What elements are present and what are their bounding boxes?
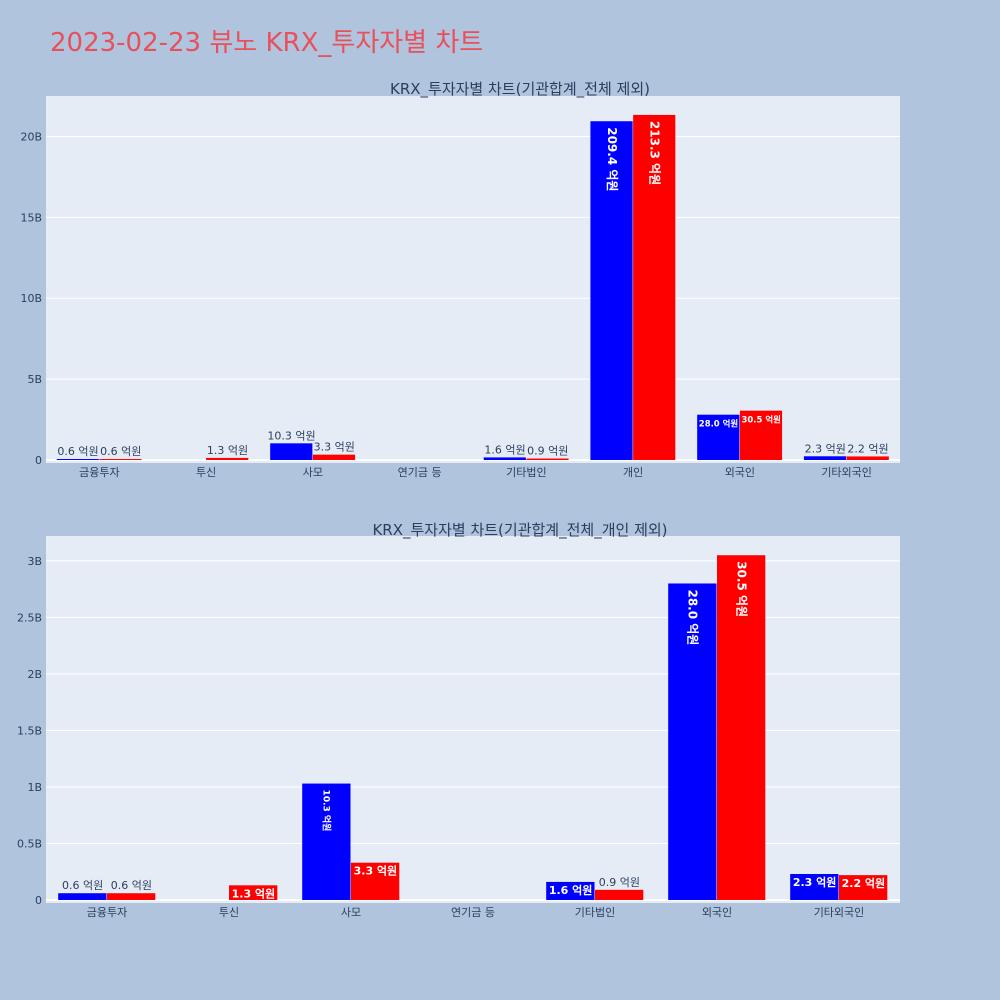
x-tick-label: 기타외국인	[821, 466, 872, 479]
bar	[107, 893, 156, 900]
bar	[312, 454, 356, 460]
data-label: 0.9 억원	[527, 445, 568, 458]
bar	[790, 874, 839, 900]
y-tick-label: 0	[35, 894, 42, 907]
data-label: 28.0 억원	[699, 419, 739, 429]
y-tick-label: 3B	[27, 555, 42, 568]
data-label: 209.4 억원	[605, 127, 619, 191]
plot-area	[46, 536, 900, 903]
bar	[668, 583, 717, 900]
chart-2: 0 0.5B 1B 1.5B 2B 2.5B 3B KRX_투자자별 차트(기관합계_전체_개…	[17, 521, 900, 919]
y-tick-label: 0.5B	[17, 837, 42, 850]
chart-1: 0 5B 10B 15B 20B KRX_투자자별 차트(기관합계_전체 제외) 금융투자 투…	[20, 80, 900, 479]
y-tick-label: 20B	[20, 130, 42, 143]
x-tick-label: 사모	[303, 466, 323, 479]
x-tick-label: 투신	[196, 466, 216, 479]
x-tick-label: 연기금 등	[398, 466, 442, 479]
bar	[99, 459, 142, 460]
y-tick-label: 1B	[27, 781, 42, 794]
y-tick-label: 10B	[20, 292, 42, 305]
data-label: 0.9 억원	[599, 876, 640, 889]
data-label: 0.6 억원	[111, 879, 152, 892]
bar	[546, 881, 595, 900]
data-label: 0.6 억원	[62, 879, 103, 892]
data-label: 1.6 억원	[549, 883, 593, 897]
plot-area	[46, 96, 900, 463]
page-title: 2023-02-23 뷰노 KRX_투자자별 차트	[50, 28, 484, 58]
data-label: 2.3 억원	[793, 875, 837, 889]
bar	[697, 414, 740, 460]
data-label: 213.3 억원	[647, 121, 661, 185]
bar	[206, 457, 249, 460]
data-label: 1.3 억원	[207, 444, 248, 457]
data-label: 1.6 억원	[484, 443, 525, 456]
y-tick-label: 1.5B	[17, 724, 42, 737]
chart-title: KRX_투자자별 차트(기관합계_전체_개인 제외)	[372, 521, 667, 540]
x-tick-label: 사모	[341, 906, 361, 919]
x-tick-label: 금융투자	[79, 466, 119, 479]
data-label: 28.0 억원	[686, 589, 700, 645]
y-tick-label: 5B	[27, 373, 42, 386]
bar	[270, 443, 313, 460]
bar	[839, 875, 888, 900]
x-tick-label: 기타법인	[506, 466, 546, 479]
y-tick-label: 0	[35, 454, 42, 467]
chart-title: KRX_투자자별 차트(기관합계_전체 제외)	[390, 80, 650, 99]
bar	[846, 456, 889, 460]
bar	[803, 456, 847, 460]
data-label: 30.5 억원	[734, 561, 748, 617]
data-label: 2.2 억원	[847, 442, 888, 455]
data-label: 1.3 억원	[232, 886, 276, 900]
x-tick-label: 개인	[623, 466, 643, 479]
bar	[590, 121, 633, 460]
bar	[633, 114, 676, 460]
x-tick-label: 기타외국인	[814, 906, 865, 919]
bar	[595, 889, 644, 900]
y-tick-label: 2B	[27, 668, 42, 681]
bar	[739, 410, 783, 460]
bar	[229, 885, 278, 900]
x-tick-label: 투신	[219, 906, 239, 919]
bar	[58, 893, 107, 900]
data-label: 2.2 억원	[842, 876, 886, 890]
bar	[526, 458, 569, 460]
x-tick-label: 외국인	[702, 906, 732, 919]
bar	[56, 459, 99, 460]
bar	[717, 555, 766, 900]
data-label: 10.3 억원	[321, 790, 333, 832]
y-tick-label: 15B	[20, 211, 42, 224]
data-label: 0.6 억원	[57, 445, 98, 458]
bar	[351, 862, 400, 900]
data-label: 3.3 억원	[314, 441, 355, 454]
data-label: 10.3 억원	[267, 429, 315, 442]
x-tick-label: 연기금 등	[451, 906, 495, 919]
data-label: 2.3 억원	[805, 442, 846, 455]
data-label: 30.5 억원	[742, 415, 782, 425]
bar	[302, 783, 351, 900]
x-tick-label: 기타법인	[575, 906, 615, 919]
y-tick-label: 2.5B	[17, 611, 42, 624]
x-tick-label: 금융투자	[87, 906, 127, 919]
data-label: 0.6 억원	[100, 445, 141, 458]
bar	[483, 457, 526, 460]
x-tick-label: 외국인	[725, 466, 755, 479]
data-label: 3.3 억원	[354, 864, 398, 878]
